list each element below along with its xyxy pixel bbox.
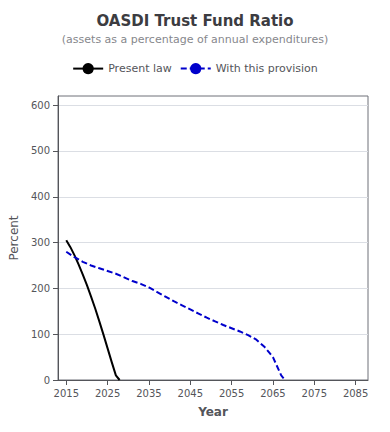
svg-text:200: 200 (31, 283, 50, 294)
svg-text:500: 500 (31, 145, 50, 156)
svg-text:2025: 2025 (95, 388, 120, 399)
svg-text:2015: 2015 (54, 388, 79, 399)
svg-text:0: 0 (44, 375, 50, 386)
svg-text:2075: 2075 (302, 388, 327, 399)
svg-text:2035: 2035 (136, 388, 161, 399)
svg-text:400: 400 (31, 191, 50, 202)
svg-text:Present law: Present law (108, 62, 172, 75)
svg-text:With this provision: With this provision (216, 62, 318, 75)
svg-text:2055: 2055 (219, 388, 244, 399)
svg-text:2045: 2045 (178, 388, 203, 399)
svg-text:100: 100 (31, 329, 50, 340)
svg-text:(assets as a percentage of ann: (assets as a percentage of annual expend… (62, 33, 328, 46)
svg-text:600: 600 (31, 100, 50, 111)
svg-text:2085: 2085 (343, 388, 368, 399)
svg-text:OASDI Trust Fund Ratio: OASDI Trust Fund Ratio (96, 12, 293, 30)
svg-text:2065: 2065 (260, 388, 285, 399)
svg-text:Percent: Percent (7, 215, 21, 260)
svg-text:300: 300 (31, 237, 50, 248)
svg-text:Year: Year (197, 405, 228, 419)
